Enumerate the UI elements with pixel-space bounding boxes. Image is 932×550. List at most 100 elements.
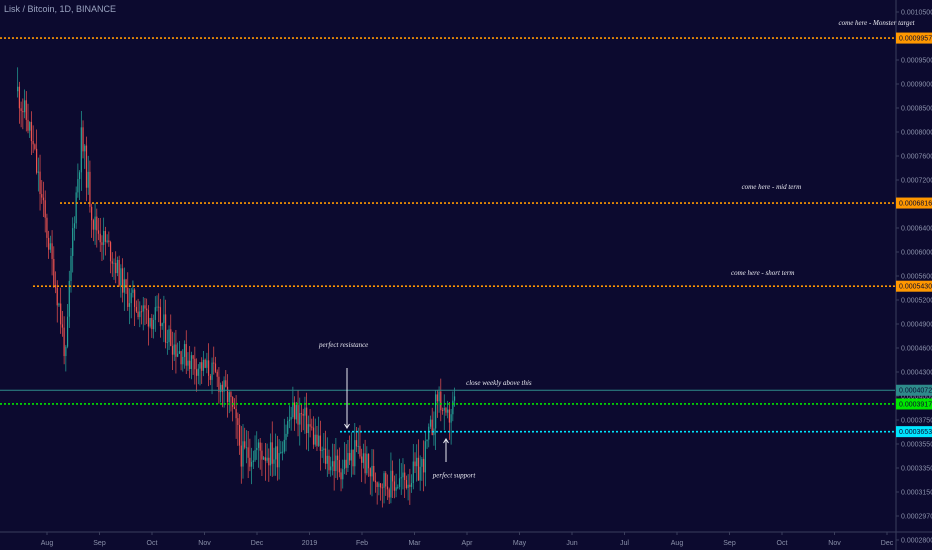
candle-body <box>357 446 359 447</box>
candle-body <box>306 407 308 434</box>
candle-body <box>204 359 206 368</box>
x-tick-label: Apr <box>462 540 474 547</box>
candle-body <box>380 483 382 488</box>
y-tick-label: 0.0008500 <box>901 106 932 113</box>
y-tick-label: 0.0008000 <box>901 130 932 137</box>
annotation-label: come here - Monster target <box>839 19 916 27</box>
candle-body <box>170 329 172 347</box>
candle-body <box>285 433 287 440</box>
candle-body <box>58 303 60 306</box>
y-tick-label: 0.0006000 <box>901 250 932 257</box>
candle-body <box>440 391 442 411</box>
annotation-label: come here - mid term <box>742 183 802 191</box>
candle-body <box>416 457 418 467</box>
candle-body <box>232 397 234 407</box>
candle-body <box>113 262 115 264</box>
candle-body <box>228 392 230 403</box>
candle-body <box>103 231 105 245</box>
candle-body <box>123 279 125 293</box>
y-tick-label: 0.0007600 <box>901 154 932 161</box>
candle-body <box>450 414 452 423</box>
candle-body <box>171 346 174 355</box>
y-tick-label: 0.0003150 <box>901 490 932 497</box>
candle-body <box>271 442 273 464</box>
candle-body <box>321 449 323 451</box>
candle-body <box>75 192 77 224</box>
y-tick-label: 0.0004600 <box>901 346 932 353</box>
candle-body <box>312 427 315 445</box>
candle-body <box>337 455 339 461</box>
candle-body <box>213 362 215 364</box>
candle-body <box>283 439 285 452</box>
candle-body <box>294 402 296 420</box>
candle-body <box>278 453 280 468</box>
candle-body <box>273 459 275 464</box>
candle-body <box>388 489 390 498</box>
candle-body <box>51 243 53 259</box>
candle-body <box>63 327 65 357</box>
y-tick-label: 0.0009500 <box>901 58 932 65</box>
x-tick-label: Mar <box>408 540 421 547</box>
candle-body <box>438 391 440 402</box>
candle-body <box>405 480 408 488</box>
candle-body <box>118 259 120 286</box>
y-tick-label: 0.0004900 <box>901 322 932 329</box>
candles <box>17 67 456 508</box>
candle-body <box>182 356 184 365</box>
candle-body <box>328 455 330 471</box>
candle-body <box>295 405 297 420</box>
candle-body <box>189 360 191 369</box>
candle-body <box>362 453 365 463</box>
candle-body <box>190 355 193 369</box>
annotation-label: come here - short term <box>731 269 795 277</box>
price-tag-label: 0.0005430 <box>899 284 932 291</box>
candle-body <box>165 314 167 343</box>
candle-body <box>338 460 340 473</box>
candle-body <box>99 233 101 243</box>
candle-body <box>404 472 406 481</box>
candle-body <box>73 223 76 229</box>
candle-body <box>30 121 33 142</box>
candle-body <box>407 484 409 488</box>
candle-body <box>386 486 389 490</box>
candle-body <box>130 292 132 304</box>
candle-body <box>414 461 416 467</box>
candle-body <box>34 144 36 149</box>
y-tick-label: 0.0002970 <box>901 514 932 521</box>
candle-body <box>175 344 177 357</box>
candle-body <box>80 127 82 173</box>
x-tick-label: Dec <box>251 540 264 547</box>
price-tag <box>896 32 932 44</box>
candle-body <box>307 424 309 434</box>
candle-body <box>323 448 325 450</box>
price-tag-label: 0.0006816 <box>899 201 932 208</box>
candle-body <box>111 261 113 264</box>
candle-body <box>195 369 198 376</box>
price-tag <box>896 398 932 410</box>
candle-body <box>149 318 151 327</box>
candle-body <box>302 414 304 416</box>
candle-body <box>159 307 162 327</box>
price-tag-label: 0.0003917 <box>899 401 932 408</box>
candle-body <box>261 450 263 460</box>
x-tick-label: Aug <box>671 540 684 547</box>
candle-body <box>216 371 218 377</box>
x-tick-label: Oct <box>777 540 788 547</box>
candle-body <box>120 268 122 286</box>
candle-body <box>299 413 301 425</box>
candle-body <box>29 121 31 131</box>
candle-body <box>79 172 81 180</box>
candle-body <box>244 441 246 448</box>
candle-body <box>288 419 291 422</box>
candle-body <box>364 453 366 474</box>
candle-body <box>36 148 38 173</box>
candle-body <box>70 255 72 281</box>
price-axis-panel <box>896 0 932 550</box>
candle-body <box>453 396 456 401</box>
candle-body <box>352 449 354 467</box>
candle-body <box>17 86 19 92</box>
candle-body <box>152 319 155 330</box>
price-tag <box>896 280 932 292</box>
